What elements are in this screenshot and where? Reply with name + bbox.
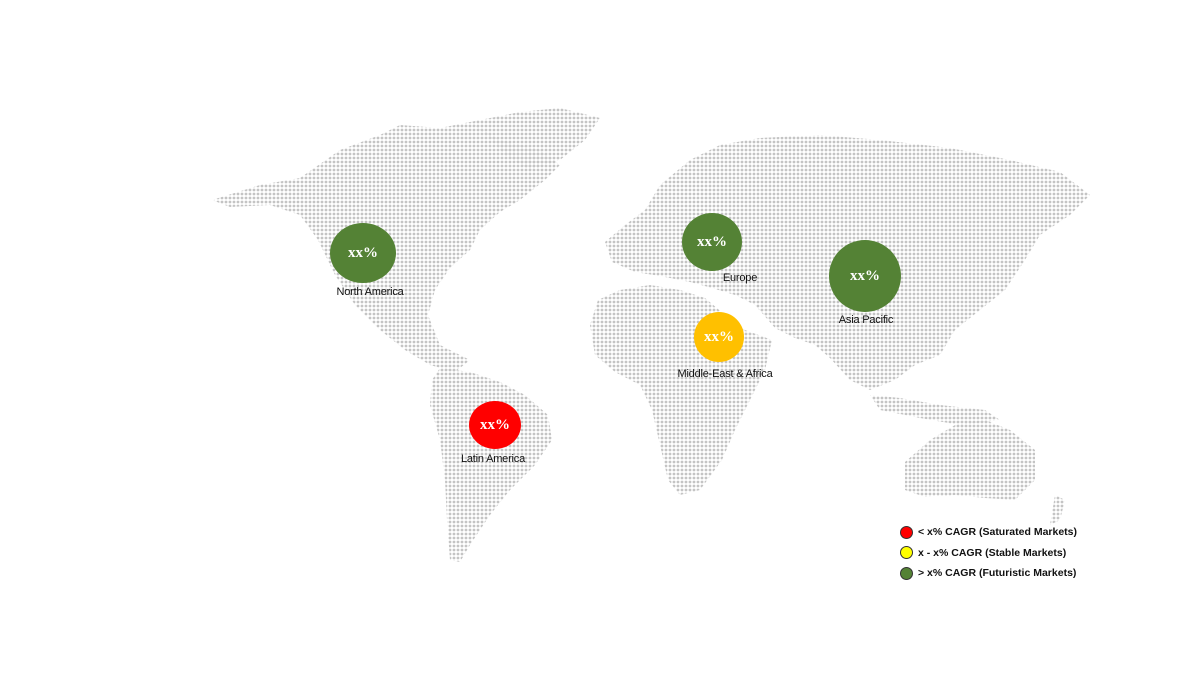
legend-swatch-green: [900, 566, 913, 580]
region-bubble-latin-america: xx%: [469, 401, 521, 449]
new-zealand-landmass: [1050, 495, 1065, 525]
region-label-latin-america: Latin America: [460, 453, 526, 465]
region-bubble-north-america: xx%: [330, 223, 396, 283]
region-bubble-middle-east-africa: xx%: [694, 312, 744, 362]
legend-swatch-yellow: [900, 546, 913, 560]
indonesia-landmass: [870, 395, 1000, 425]
region-label-asia-pacific: Asia Pacific: [838, 314, 894, 326]
region-value: xx%: [348, 244, 378, 261]
region-bubble-europe: xx%: [682, 213, 742, 271]
region-label-europe: Europe: [722, 272, 758, 284]
australia-landmass: [905, 420, 1035, 500]
legend-item-futuristic: > x% CAGR (Futuristic Markets): [900, 563, 1077, 584]
legend: < x% CAGR (Saturated Markets) x - x% CAG…: [900, 522, 1077, 584]
region-value: xx%: [704, 328, 734, 345]
region-label-north-america: North America: [336, 286, 404, 298]
region-bubble-asia-pacific: xx%: [829, 240, 901, 312]
legend-swatch-red: [900, 525, 913, 539]
legend-label: > x% CAGR (Futuristic Markets): [918, 567, 1077, 580]
africa-landmass: [590, 285, 772, 495]
region-value: xx%: [697, 233, 727, 250]
greenland-landmass: [470, 108, 600, 170]
legend-item-saturated: < x% CAGR (Saturated Markets): [900, 522, 1077, 543]
region-label-middle-east-africa: Middle-East & Africa: [677, 368, 773, 380]
legend-label: x - x% CAGR (Stable Markets): [918, 546, 1067, 559]
region-value: xx%: [850, 267, 880, 284]
legend-item-stable: x - x% CAGR (Stable Markets): [900, 543, 1077, 564]
region-value: xx%: [480, 416, 510, 433]
legend-label: < x% CAGR (Saturated Markets): [918, 526, 1078, 539]
south-america-landmass: [430, 368, 552, 562]
